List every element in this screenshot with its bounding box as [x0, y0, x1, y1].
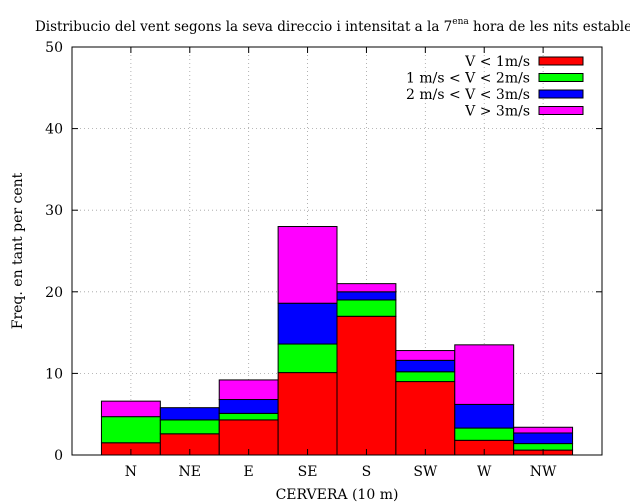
legend-label: V < 1m/s [464, 54, 530, 70]
legend-label: V > 3m/s [464, 104, 530, 120]
bar-segment [277, 226, 338, 304]
bar-segment [395, 350, 456, 361]
bar-segment [336, 299, 397, 317]
y-tick-labels: 0 10 20 30 40 50 [45, 40, 63, 464]
x-tick-label: NW [530, 464, 557, 480]
y-tick-label: 40 [45, 122, 63, 138]
legend-swatch [538, 73, 584, 82]
bar-segment [513, 432, 574, 445]
bar-segment [336, 315, 397, 456]
bar-segment [100, 416, 161, 444]
legend-swatch [538, 89, 584, 99]
bars [100, 226, 574, 456]
bar-segment [395, 381, 456, 456]
chart-title: Distribucio del vent segons la seva dire… [35, 17, 630, 35]
bar-segment [100, 400, 161, 418]
x-tick-labels: N NE E SE S SW W NW [125, 464, 557, 480]
x-tick-label: W [477, 464, 492, 480]
y-tick-label: 20 [45, 285, 63, 301]
bar-segment [336, 291, 397, 301]
y-tick-label: 30 [45, 203, 63, 219]
bar-segment [454, 427, 515, 441]
bar-segment [277, 343, 338, 374]
chart-title-main: Distribucio del vent segons la seva dire… [35, 19, 452, 35]
legend-swatch [538, 106, 584, 115]
bar-segment [218, 379, 279, 401]
plot-frame [71, 46, 603, 456]
bar-segment [395, 359, 456, 373]
bar-segment [336, 283, 397, 293]
chart-title-superscript: ena [452, 17, 469, 27]
x-tick-label: SE [298, 464, 318, 480]
y-tick-label: 50 [45, 40, 63, 56]
legend-label: 1 m/s < V < 2m/s [406, 71, 530, 87]
y-axis-label: Freq. en tant per cent [10, 172, 26, 329]
x-tick-label: SW [413, 464, 438, 480]
legend-label: 2 m/s < V < 3m/s [406, 87, 530, 103]
bar-segment [395, 371, 456, 383]
bar-segment [513, 426, 574, 434]
x-tick-label: N [125, 464, 137, 480]
x-axis-label: CERVERA (10 m) [276, 487, 399, 503]
y-tick-label: 0 [54, 448, 63, 464]
x-tick-label: E [244, 464, 254, 480]
bar-segment [218, 399, 279, 414]
bar-segment [454, 403, 515, 429]
y-tick-label: 10 [45, 366, 63, 382]
bar-segment [218, 412, 279, 421]
chart-title-rest: hora de les nits estables [469, 19, 630, 35]
bar-segment [277, 302, 338, 345]
bar-segment [159, 419, 220, 435]
legend: V < 1m/s1 m/s < V < 2m/s2 m/s < V < 3m/s… [406, 54, 584, 120]
x-tick-label: S [362, 464, 372, 480]
axes [71, 46, 603, 456]
bar-segment [159, 407, 220, 421]
legend-swatch [538, 56, 584, 66]
x-tick-label: NE [179, 464, 201, 480]
bar-segment [454, 344, 515, 405]
bar-segment [277, 372, 338, 456]
